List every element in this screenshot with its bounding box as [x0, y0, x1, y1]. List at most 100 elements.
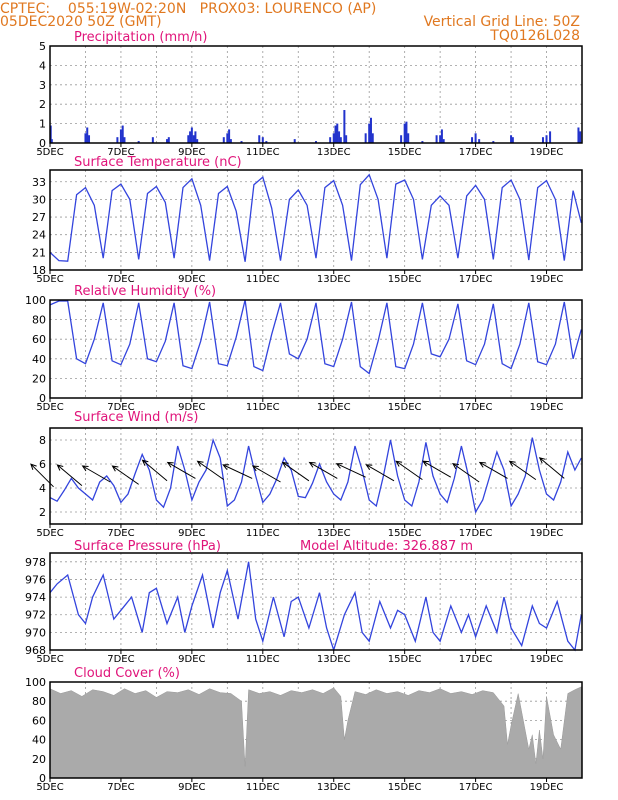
- precip-xtick: 5DEC: [36, 147, 63, 158]
- wind-arrow: [56, 464, 83, 486]
- pressure-frame: [49, 552, 583, 651]
- pressure-title: Surface Pressure (hPa): [74, 539, 221, 554]
- pressure-xtick: 11DEC: [246, 654, 280, 665]
- precip-bar: [119, 129, 122, 143]
- precip-ytick: 4: [39, 59, 46, 72]
- cloud-ytick: 0: [39, 772, 46, 785]
- wind-arrow: [308, 461, 338, 479]
- precip-bar: [343, 110, 346, 143]
- pressure-xtick: 17DEC: [459, 654, 493, 665]
- pressure-xtick: 15DEC: [388, 654, 422, 665]
- cloud-ytick: 100: [25, 676, 46, 689]
- wind-line: [49, 437, 582, 514]
- rh-ytick: 60: [32, 333, 46, 346]
- temp-ytick: 27: [32, 211, 46, 224]
- precip-bar: [228, 129, 231, 143]
- wind-ytick: 4: [39, 482, 46, 495]
- precip-bar: [478, 139, 481, 143]
- precip-bar: [121, 125, 124, 143]
- cloud-title: Cloud Cover (%): [74, 666, 180, 681]
- wind-xtick: 9DEC: [178, 528, 205, 539]
- precip-bar: [338, 131, 341, 143]
- temp-ytick: 30: [32, 193, 46, 206]
- precip-bar: [549, 131, 552, 143]
- header-line2: 05DEC2020 50Z (GMT): [0, 14, 162, 30]
- pressure-xtick: 9DEC: [178, 654, 205, 665]
- pressure-ytick: 976: [25, 573, 46, 586]
- temp-xtick: 19DEC: [530, 274, 564, 285]
- wind-xtick: 19DEC: [530, 528, 564, 539]
- precip-xtick: 9DEC: [178, 147, 205, 158]
- precip-bar: [541, 137, 544, 143]
- wind-arrow: [365, 464, 395, 482]
- rh-panel: Relative Humidity (%) 0 20 40 60 80 100 5DEC 7DE…: [25, 284, 583, 413]
- precip-bar: [50, 139, 53, 143]
- wind-frame: [49, 427, 583, 525]
- precip-bar: [229, 139, 232, 143]
- precip-bar: [194, 131, 197, 143]
- pressure-xtick: 7DEC: [107, 654, 134, 665]
- precip-bar: [400, 135, 403, 143]
- precip-bar: [88, 135, 91, 143]
- precip-bar: [258, 135, 261, 143]
- precip-bar: [510, 135, 513, 143]
- precip-ytick: 1: [39, 118, 46, 131]
- precip-bar: [439, 135, 442, 143]
- precip-bar: [240, 141, 243, 143]
- precip-bar: [471, 137, 474, 143]
- temp-xtick: 17DEC: [459, 274, 493, 285]
- pressure-annotation: Model Altitude: 326.887 m: [300, 539, 473, 554]
- precip-bar: [345, 135, 348, 143]
- temp-line: [49, 173, 582, 262]
- temp-xtick: 7DEC: [107, 274, 134, 285]
- wind-title: Surface Wind (m/s): [74, 410, 198, 425]
- temp-xtick: 9DEC: [178, 274, 205, 285]
- cloud-xtick: 5DEC: [36, 782, 63, 793]
- pressure-ytick: 968: [25, 644, 46, 657]
- precip-xtick: 11DEC: [246, 147, 280, 158]
- pressure-ytick: 978: [25, 556, 46, 569]
- rh-line: [49, 299, 582, 375]
- precip-ytick: 2: [39, 98, 46, 111]
- wind-xtick: 7DEC: [107, 528, 134, 539]
- precip-bar: [329, 137, 332, 143]
- temp-xtick: 11DEC: [246, 274, 280, 285]
- temp-ytick: 24: [32, 229, 46, 242]
- cloud-ytick: 20: [32, 753, 46, 766]
- rh-ytick: 20: [32, 372, 46, 385]
- wind-xtick: 13DEC: [317, 528, 351, 539]
- wind-arrow: [538, 457, 565, 479]
- rh-xtick: 5DEC: [36, 402, 63, 413]
- precip-bar: [84, 133, 87, 143]
- wind-panel: Surface Wind (m/s) 2 4 6 8 5DEC 7DEC 9DEC 11DEC 1…: [30, 410, 583, 539]
- wind-ytick: 2: [39, 506, 46, 519]
- precip-bar: [474, 133, 477, 143]
- rh-ytick: 100: [25, 294, 46, 307]
- precip-bar: [86, 127, 89, 143]
- wind-arrow: [281, 461, 310, 482]
- cloud-xtick: 17DEC: [459, 782, 493, 793]
- header-grid-note: Vertical Grid Line: 50Z: [424, 14, 580, 30]
- temp-ytick: 21: [32, 246, 46, 259]
- wind-arrow: [478, 461, 508, 479]
- rh-xtick: 13DEC: [317, 402, 351, 413]
- precip-bar: [545, 135, 548, 143]
- precip-bar: [492, 141, 495, 143]
- wind-arrow: [451, 462, 480, 483]
- rh-ytick: 0: [39, 392, 46, 405]
- pressure-line: [49, 561, 582, 653]
- precip-bar: [421, 141, 424, 143]
- temp-xtick: 13DEC: [317, 274, 351, 285]
- precip-ytick: 5: [39, 40, 46, 53]
- precip-bar: [187, 135, 190, 143]
- rh-ytick: 40: [32, 353, 46, 366]
- precip-bar: [435, 135, 438, 143]
- wind-arrow: [422, 460, 452, 478]
- precip-bar: [368, 123, 371, 143]
- cloud-ytick: 40: [32, 734, 46, 747]
- precip-bar: [226, 133, 229, 143]
- wind-arrow: [196, 460, 225, 481]
- rh-frame: [49, 299, 583, 399]
- precip-bar: [577, 127, 580, 143]
